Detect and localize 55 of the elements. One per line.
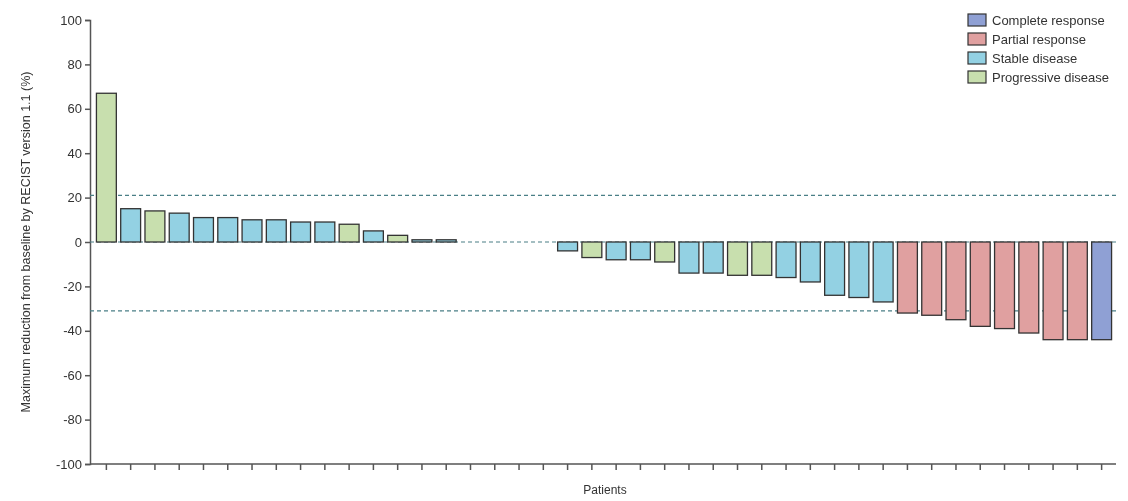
bar: [314, 221, 336, 243]
legend-label: Stable disease: [992, 51, 1078, 66]
legend-label: Partial response: [992, 32, 1086, 47]
x-axis-title: Patients: [583, 483, 627, 497]
bar: [556, 241, 579, 252]
bar: [1066, 241, 1088, 341]
bar: [1018, 241, 1040, 334]
bar: [702, 241, 724, 274]
bar: [95, 92, 117, 243]
bar: [411, 239, 433, 243]
bar: [605, 241, 627, 261]
bar: [168, 212, 190, 243]
bar: [1042, 241, 1064, 341]
bar: [581, 241, 603, 259]
y-tick-label: 60: [67, 101, 82, 117]
y-tick-label: 0: [74, 234, 82, 250]
bar: [435, 239, 457, 243]
bar: [265, 219, 287, 243]
y-axis-title: Maximum reduction from baseline by RECIST version 1.1 (%): [19, 71, 33, 413]
bar: [726, 241, 749, 276]
bar: [945, 241, 967, 321]
y-tick-label: -20: [63, 279, 82, 295]
bar: [921, 241, 943, 316]
bar: [775, 241, 797, 279]
bar: [217, 216, 239, 243]
bar: [678, 241, 700, 274]
bar: [799, 241, 821, 283]
bar: [654, 241, 676, 263]
y-tick-label: -60: [63, 367, 82, 383]
bar: [338, 223, 360, 243]
legend-label: Progressive disease: [992, 70, 1110, 85]
bar: [896, 241, 919, 314]
legend-label: Complete response: [992, 13, 1105, 28]
bar: [969, 241, 991, 328]
y-tick-label: 20: [67, 190, 82, 206]
bar: [824, 241, 846, 296]
bar: [120, 208, 142, 243]
y-tick-label: -80: [63, 412, 82, 428]
y-tick-label: -40: [63, 323, 82, 339]
bar: [848, 241, 870, 299]
y-tick-label: 100: [60, 12, 82, 28]
bar: [993, 241, 1016, 330]
y-tick-label: -100: [55, 456, 82, 472]
bar: [751, 241, 773, 276]
bar: [629, 241, 652, 261]
bar: [241, 219, 263, 243]
bar: [144, 210, 166, 243]
y-tick-label: 40: [67, 145, 82, 161]
bar: [362, 230, 384, 243]
bar: [1091, 241, 1113, 341]
bar: [192, 216, 215, 243]
bar: [289, 221, 312, 243]
bar: [387, 234, 409, 243]
y-tick-label: 80: [67, 57, 82, 73]
bar: [872, 241, 894, 303]
